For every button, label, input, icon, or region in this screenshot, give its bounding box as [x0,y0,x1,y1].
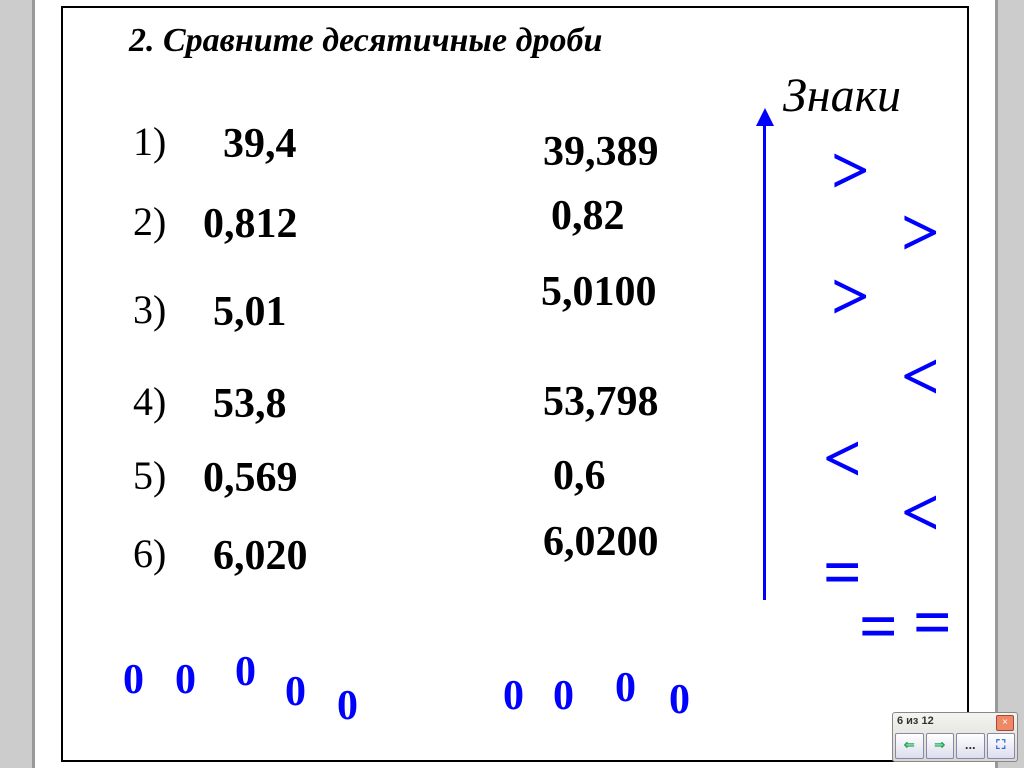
zero-token[interactable]: 0 [503,672,524,720]
signs-heading: Знаки [783,68,901,123]
value-a: 39,4 [223,120,297,168]
menu-button[interactable]: ... [956,733,985,759]
slide-counter: 6 из 12 [897,715,934,727]
row-label: 5) [133,452,166,499]
value-a: 0,812 [203,200,298,248]
zero-token[interactable]: 0 [235,648,256,696]
value-a: 5,01 [213,288,287,336]
close-icon[interactable]: × [996,715,1014,731]
prev-button[interactable]: ⇐ [895,733,924,759]
nav-buttons: ⇐ ⇒ ... ⛶ [895,733,1015,759]
zero-token[interactable]: 0 [615,664,636,712]
slide-nav-widget: 6 из 12 × ⇐ ⇒ ... ⛶ [892,712,1018,762]
next-button[interactable]: ⇒ [926,733,955,759]
zero-token[interactable]: 0 [175,656,196,704]
row-label: 2) [133,198,166,245]
divider-arrow-head [756,108,774,126]
value-a: 53,8 [213,380,287,428]
value-b: 0,6 [553,452,606,500]
divider-arrow-line [763,116,766,600]
row-label: 3) [133,286,166,333]
row-label: 4) [133,378,166,425]
value-b: 53,798 [543,378,659,426]
value-a: 6,020 [213,532,308,580]
row-label: 6) [133,530,166,577]
comparison-sign[interactable]: > [831,262,870,330]
page-outer: 2. Сравните десятичные дроби Знаки 1) 39,… [32,0,998,768]
zero-token[interactable]: 0 [553,672,574,720]
comparison-sign[interactable]: < [823,424,862,492]
zero-token[interactable]: 0 [123,656,144,704]
exercise-title: 2. Сравните десятичные дроби [129,22,602,60]
comparison-sign[interactable]: < [901,342,940,410]
zero-token[interactable]: 0 [669,676,690,724]
comparison-sign[interactable]: > [901,198,940,266]
row-label: 1) [133,118,166,165]
fullscreen-button[interactable]: ⛶ [987,733,1016,759]
value-b: 39,389 [543,128,659,176]
comparison-sign[interactable]: > [831,136,870,204]
value-a: 0,569 [203,454,298,502]
value-b: 5,0100 [541,268,657,316]
zero-token[interactable]: 0 [337,682,358,730]
comparison-sign[interactable]: < [901,478,940,546]
comparison-sign[interactable]: = [823,538,862,606]
zero-token[interactable]: 0 [285,668,306,716]
comparison-sign[interactable]: = [913,588,952,656]
value-b: 0,82 [551,192,625,240]
value-b: 6,0200 [543,518,659,566]
slide-frame: 2. Сравните десятичные дроби Знаки 1) 39,… [61,6,969,762]
comparison-sign[interactable]: = [859,592,898,660]
